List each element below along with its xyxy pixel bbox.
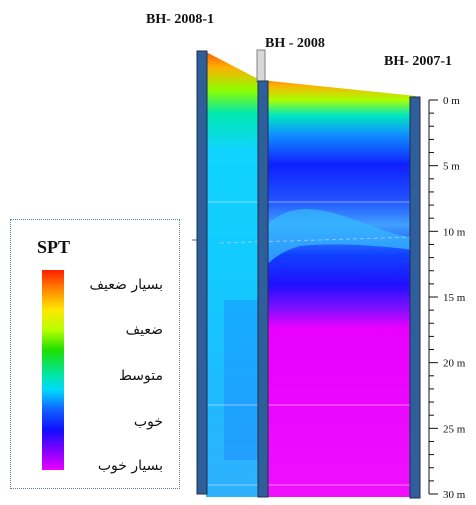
legend-label-very-weak: بسيار ضعيف	[89, 277, 163, 293]
bh-2008-column	[257, 80, 269, 498]
legend-label-weak: ضعيف	[125, 322, 163, 338]
borehole-label-bh-2007-1: BH- 2007-1	[384, 54, 453, 69]
bh-2008-casing	[256, 49, 266, 83]
legend-color-bar	[42, 270, 64, 470]
legend-label-medium: متوسط	[119, 368, 163, 384]
depth-scale: 0 m 5 m 10 m 15 m 20 m 25 m 30 m	[428, 95, 466, 501]
depth-tick-label: 25 m	[443, 423, 466, 435]
legend-title: SPT	[37, 237, 71, 257]
depth-tick-label: 5 m	[443, 161, 460, 173]
depth-tick-label: 30 m	[443, 489, 466, 501]
legend-label-good: خوب	[133, 414, 163, 430]
depth-tick-label: 20 m	[443, 358, 466, 370]
borehole-label-bh-2008-1: BH- 2008-1	[146, 12, 215, 27]
spt-color-field	[206, 52, 416, 497]
borehole-label-bh-2008: BH - 2008	[265, 36, 325, 51]
bh-2007-1-column	[409, 96, 421, 499]
legend-label-very-good: بسيار خوب	[97, 458, 163, 474]
depth-tick-label: 10 m	[443, 226, 466, 238]
spt-legend: SPT بسيار ضعيف ضعيف متوسط خوب بسيار خوب	[10, 219, 180, 489]
depth-tick-label: 15 m	[443, 292, 466, 304]
bh-2008-1-column	[196, 50, 208, 495]
depth-tick-label: 0 m	[443, 95, 460, 107]
